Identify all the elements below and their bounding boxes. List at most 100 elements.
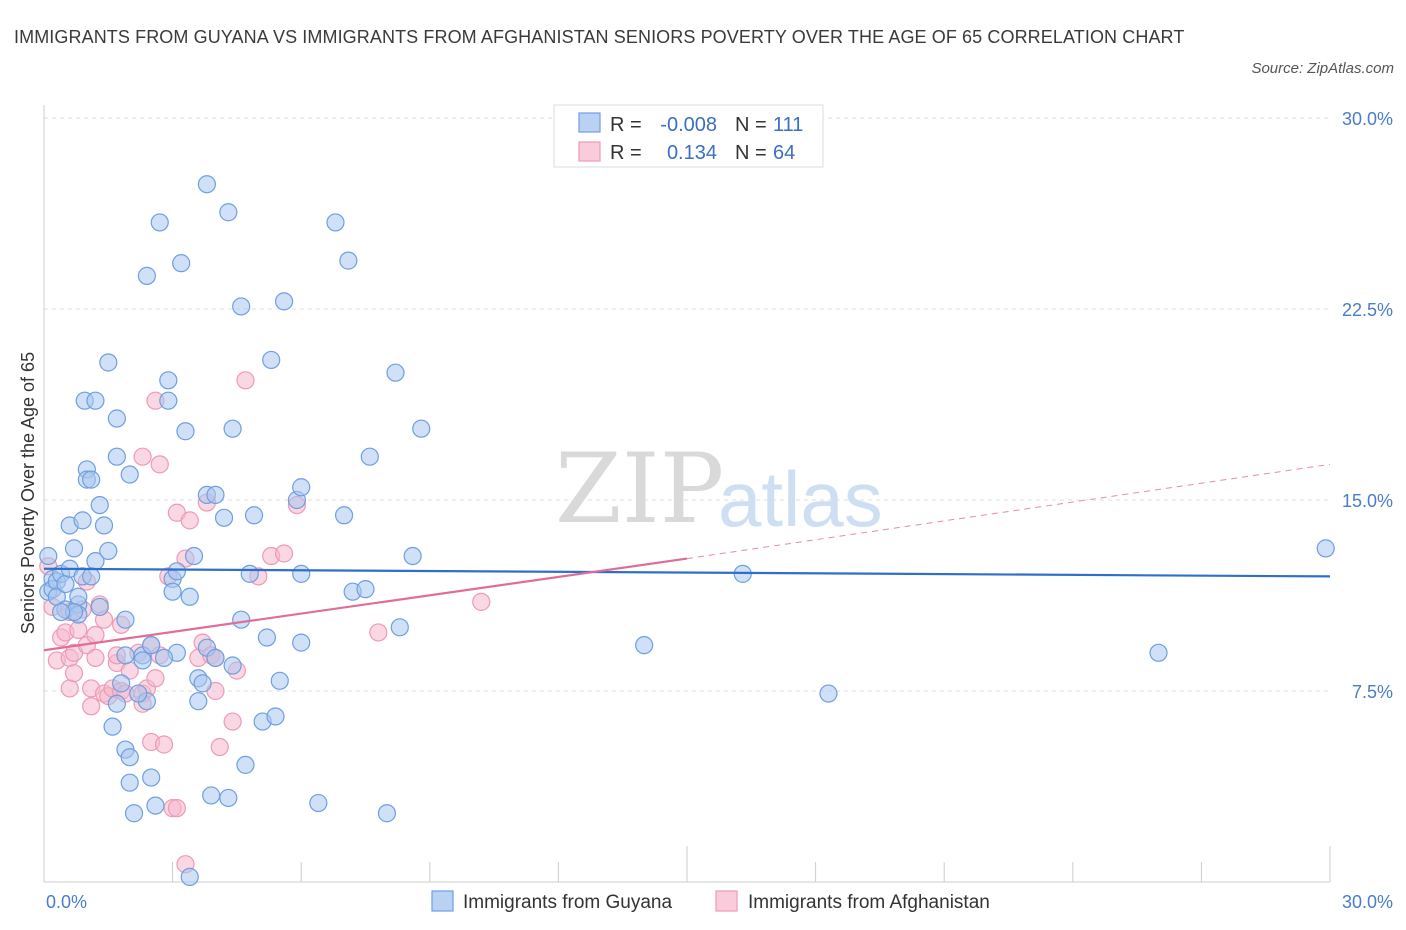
afghanistan-point [236,371,255,390]
guyana-point [257,628,277,647]
guyana-point [214,508,234,527]
legend-r-label-afghanistan: R = [610,142,642,164]
afghanistan-trend-extension [686,463,1331,560]
chart-title: IMMIGRANTS FROM GUYANA VS IMMIGRANTS FRO… [14,27,1185,47]
afghanistan-point [146,669,165,688]
guyana-point [356,580,375,599]
guyana-point [56,574,75,594]
guyana-point [386,363,405,382]
guyana-point [176,422,195,441]
guyana-point [107,409,126,428]
guyana-point [82,470,101,489]
afghanistan-point [180,511,199,530]
guyana-point [142,768,161,787]
guyana-point [112,674,131,693]
guyana-point [206,648,225,667]
afghanistan-point [210,737,229,757]
guyana-point [412,419,431,438]
guyana-point [219,788,238,808]
trend-lines [43,463,1331,652]
guyana-trend-line [43,567,1331,578]
afghanistan-point [274,544,294,563]
guyana-point [99,353,118,372]
guyana-point [274,292,294,311]
guyana-point [116,646,135,665]
bottom-legend-label-afghanistan: Immigrants from Afghanistan [748,892,990,913]
guyana-point [90,597,109,617]
legend-swatch-afghanistan [578,141,601,162]
guyana-point [236,755,255,774]
guyana-point [334,506,354,525]
y-tick-label: 15.0% [1342,491,1393,511]
guyana-point [326,213,345,232]
guyana-point [120,773,139,792]
guyana-point [146,796,165,815]
afghanistan-point [472,592,491,611]
guyana-point [120,748,139,767]
guyana-point [107,694,126,713]
legend-swatch-guyana [578,112,601,133]
guyana-point [244,506,264,525]
y-tick-label: 7.5% [1352,682,1393,702]
x-ticks [43,846,1331,882]
guyana-point [159,371,178,390]
guyana-point [232,610,251,629]
guyana-point [219,203,238,222]
guyana-point [202,786,221,805]
legend-n-value-afghanistan: 64 [773,142,795,164]
legend-r-value-guyana: -0.008 [660,114,717,136]
afghanistan-point [64,664,84,683]
guyana-point [377,804,397,823]
guyana-point [390,618,409,637]
bottom-legend-label-guyana: Immigrants from Guyana [463,892,672,913]
correlation-legend: R = -0.008 N = 111 R = 0.134 N = 64 [553,104,824,168]
afghanistan-point [369,623,388,642]
guyana-point [1316,539,1335,558]
guyana-point [90,495,109,515]
legend-r-label-guyana: R = [610,114,642,136]
guyana-point [94,516,114,535]
source-label: Source: ZipAtlas.com [1251,60,1394,77]
guyana-point [819,684,838,703]
guyana-point [223,419,242,438]
guyana-point [197,175,216,194]
guyana-point [339,251,358,270]
afghanistan-point [60,679,79,698]
guyana-point [150,213,169,232]
guyana-point [137,266,156,285]
guyana-point [39,546,58,566]
watermark-atlas: atlas [718,455,883,543]
afghanistan-point [154,735,174,754]
guyana-point [403,546,422,566]
guyana-point [189,692,208,711]
guyana-point [292,478,311,497]
afghanistan-point [69,620,88,639]
guyana-point [52,602,71,622]
guyana-point [86,391,105,410]
guyana-point [232,297,251,316]
guyana-point [240,564,259,583]
guyana-point [69,587,88,606]
guyana-point [142,636,161,655]
guyana-point [107,447,126,466]
guyana-point [167,562,186,581]
guyana-points [39,175,1335,887]
afghanistan-point [223,712,242,731]
afghanistan-trend-line [43,557,688,652]
guyana-point [180,867,199,887]
legend-n-label-guyana: N = [735,114,767,136]
x-tick-label-max: 30.0% [1342,892,1393,912]
afghanistan-point [133,447,152,466]
x-tick-label-min: 0.0% [46,892,87,912]
bottom-legend-swatch-afghanistan [715,890,738,912]
guyana-point [99,541,118,561]
guyana-point [223,656,242,675]
guyana-point [154,648,174,667]
afghanistan-point [82,697,101,716]
afghanistan-point [86,648,105,667]
legend-n-value-guyana: 111 [773,114,803,136]
gridlines [44,117,1330,692]
guyana-point [184,546,204,566]
guyana-point [103,717,122,736]
guyana-point [64,539,84,558]
